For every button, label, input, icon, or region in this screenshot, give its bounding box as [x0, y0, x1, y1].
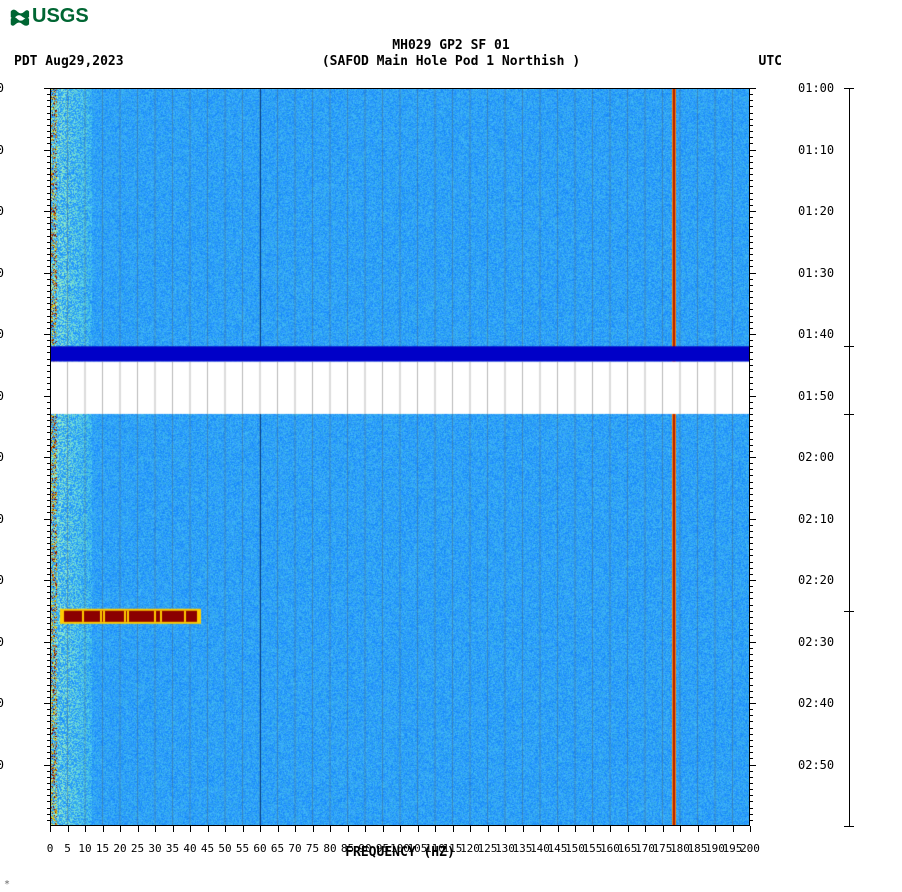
y-left-label: 18:20 — [0, 204, 4, 218]
y-left-label: 19:20 — [0, 573, 4, 587]
usgs-logo: USGS — [8, 5, 89, 28]
y-left-label: 18:30 — [0, 266, 4, 280]
y-left-label: 18:40 — [0, 327, 4, 341]
y-right-label: 02:30 — [798, 635, 834, 649]
y-right-label: 02:50 — [798, 758, 834, 772]
chart-title: MH029 GP2 SF 01 — [0, 38, 902, 53]
y-left-label: 19:50 — [0, 758, 4, 772]
y-left-label: 19:30 — [0, 635, 4, 649]
y-right-label: 01:30 — [798, 266, 834, 280]
logo-text: USGS — [32, 5, 89, 28]
y-right-label: 01:20 — [798, 204, 834, 218]
amplitude-scale — [844, 88, 862, 826]
y-left-label: 18:50 — [0, 389, 4, 403]
y-left-label: 19:00 — [0, 450, 4, 464]
y-left-label: 19:10 — [0, 512, 4, 526]
y-left-label: 18:10 — [0, 143, 4, 157]
y-right-label: 02:20 — [798, 573, 834, 587]
date-label: PDT Aug29,2023 — [14, 54, 124, 69]
x-axis-label: FREQUENCY (HZ) — [50, 845, 750, 860]
y-right-label: 01:10 — [798, 143, 834, 157]
y-right-label: 02:40 — [798, 696, 834, 710]
footer-mark: * — [4, 879, 10, 890]
y-right-label: 02:10 — [798, 512, 834, 526]
y-left-label: 18:00 — [0, 81, 4, 95]
y-left-label: 19:40 — [0, 696, 4, 710]
y-right-label: 02:00 — [798, 450, 834, 464]
y-right-label: 01:50 — [798, 389, 834, 403]
spectrogram-plot: 18:0018:1018:2018:3018:4018:5019:0019:10… — [50, 88, 750, 826]
y-right-label: 01:00 — [798, 81, 834, 95]
spectrogram-canvas — [50, 88, 750, 826]
y-right-label: 01:40 — [798, 327, 834, 341]
utc-label: UTC — [759, 54, 782, 69]
